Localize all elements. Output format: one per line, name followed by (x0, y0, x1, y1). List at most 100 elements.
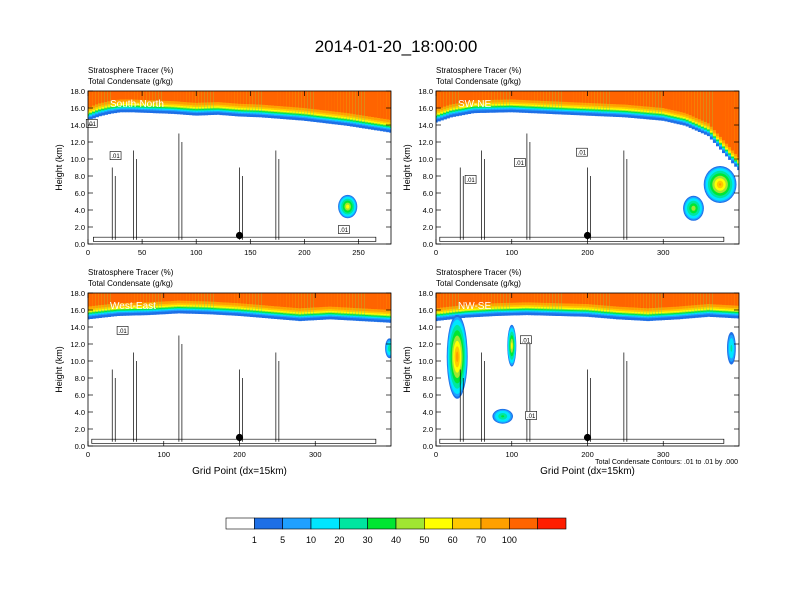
x-tick-label: 200 (298, 248, 311, 257)
column-contour (239, 369, 243, 442)
contour-label: .01 (116, 326, 129, 335)
x-axis-label: Grid Point (dx=15km) (540, 466, 635, 477)
panel-label: West-East (110, 301, 156, 312)
panel-nw-se: .01 .01 NW-SE 0.0 2.0 4.0 6.0 8.0 10.0 12.0 14.0 16… (402, 268, 740, 477)
svg-text:.01: .01 (516, 161, 525, 167)
tracer-blob (501, 415, 505, 418)
contour-label: .01 (520, 335, 532, 344)
x-tick-label: 0 (434, 450, 438, 459)
column-contour (178, 133, 183, 240)
y-tick-label: 14.0 (418, 323, 433, 332)
surface-contour (439, 236, 725, 242)
y-tick-label: 2.0 (423, 223, 433, 232)
x-tick-label: 50 (138, 248, 146, 257)
y-tick-label: 2.0 (75, 425, 85, 434)
y-axis-label: Height (km) (54, 144, 64, 191)
colorbar-label: 1 (252, 535, 257, 545)
y-tick-label: 10.0 (70, 155, 85, 164)
svg-text:.01: .01 (466, 178, 475, 184)
tracer-blob (730, 344, 733, 352)
x-tick-label: 200 (581, 450, 594, 459)
panel-west-east: .01 West-East 0.0 2.0 4.0 6.0 8.0 10.0 12.0 14.0 1… (54, 268, 392, 477)
y-tick-label: 2.0 (75, 223, 85, 232)
column-contour (239, 167, 243, 240)
colorbar-box (395, 517, 425, 530)
tracer-blob (388, 344, 391, 352)
column-contour (623, 150, 628, 240)
panel-subtitle: Total Condensate (g/kg) (436, 279, 521, 288)
colorbar-label: 10 (306, 535, 316, 545)
x-tick-label: 0 (86, 248, 90, 257)
y-tick-label: 18.0 (418, 87, 433, 96)
svg-text:.01: .01 (578, 151, 587, 157)
contour-label: .01 (576, 147, 588, 157)
column-contour (623, 352, 628, 442)
colorbar-box (424, 517, 453, 530)
y-tick-label: 4.0 (75, 408, 85, 417)
y-tick-label: 0.0 (75, 240, 85, 249)
y-tick-label: 4.0 (423, 206, 433, 215)
surface-contour (93, 236, 377, 242)
condensate-contours (439, 335, 725, 444)
tracer-field (88, 91, 391, 219)
tracer-blob (511, 342, 513, 350)
svg-text:.01: .01 (118, 329, 127, 335)
y-axis-label: Height (km) (402, 144, 412, 191)
x-tick-label: 250 (352, 248, 365, 257)
colorbar-label: 5 (280, 535, 285, 545)
column-contour (111, 167, 116, 240)
column-contour (275, 352, 280, 442)
x-tick-label: 200 (581, 248, 594, 257)
colorbar-box (367, 517, 397, 530)
y-tick-label: 14.0 (418, 121, 433, 130)
x-tick-label: 100 (505, 450, 518, 459)
y-tick-label: 0.0 (423, 442, 433, 451)
panel-subtitle: Total Condensate (g/kg) (436, 77, 521, 86)
column-contour (275, 150, 280, 240)
column-contour (587, 167, 591, 240)
panel-subtitle: Stratosphere Tracer (%) (88, 66, 174, 75)
y-tick-label: 16.0 (70, 104, 85, 113)
panel-label: SW-NE (458, 99, 491, 110)
panel-subtitle: Total Condensate (g/kg) (88, 279, 173, 288)
colorbar-box (254, 517, 283, 530)
condensate-contours (439, 133, 725, 242)
y-tick-label: 10.0 (70, 357, 85, 366)
y-tick-label: 6.0 (423, 189, 433, 198)
contour-label: .01 (525, 411, 537, 420)
contour-label: .01 (109, 151, 122, 160)
plot-frame (87, 90, 392, 245)
panel-label: South-North (110, 99, 164, 110)
panel-subtitle: Stratosphere Tracer (%) (88, 268, 174, 277)
y-tick-label: 8.0 (75, 172, 85, 181)
svg-text:.01: .01 (340, 228, 349, 234)
svg-text:.01: .01 (522, 338, 531, 344)
tracer-field (436, 293, 739, 424)
x-tick-label: 0 (434, 248, 438, 257)
location-marker (583, 433, 592, 442)
panel-sw-ne: .01 .01 .01 SW-NE 0.0 2.0 4.0 6.0 8.0 10.0 12.0 14.… (402, 66, 740, 257)
y-tick-label: 16.0 (418, 104, 433, 113)
tracer-blob (455, 351, 459, 363)
column-contour (459, 369, 464, 442)
y-tick-label: 12.0 (418, 138, 433, 147)
y-tick-label: 6.0 (75, 391, 85, 400)
column-contour (481, 150, 485, 240)
y-tick-label: 12.0 (70, 340, 85, 349)
colorbar-box (537, 517, 567, 530)
y-tick-label: 14.0 (70, 121, 85, 130)
y-tick-label: 10.0 (418, 357, 433, 366)
tracer-blob (719, 183, 722, 186)
panel-subtitle: Stratosphere Tracer (%) (436, 268, 522, 277)
colorbar-box (452, 517, 482, 530)
surface-contour (439, 438, 725, 444)
y-tick-label: 18.0 (70, 289, 85, 298)
y-tick-label: 10.0 (418, 155, 433, 164)
y-tick-label: 8.0 (423, 172, 433, 181)
colorbar-label: 20 (334, 535, 344, 545)
y-tick-label: 6.0 (75, 189, 85, 198)
y-tick-label: 16.0 (70, 306, 85, 315)
column-contour (133, 352, 137, 442)
y-tick-label: 18.0 (418, 289, 433, 298)
location-marker (583, 231, 592, 240)
